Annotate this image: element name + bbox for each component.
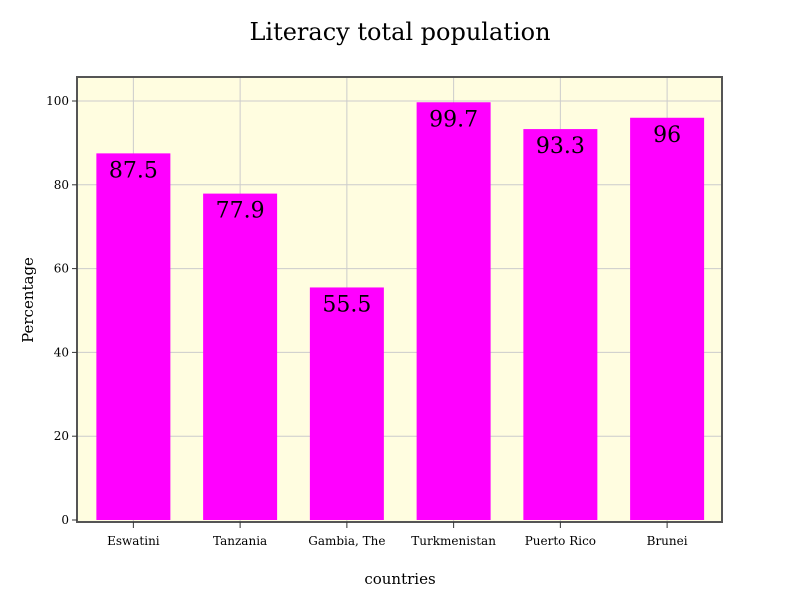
bar: [203, 193, 278, 520]
plot-area: [77, 77, 722, 522]
y-tick-label: 20: [54, 429, 69, 443]
x-tick-label: Tanzania: [213, 534, 267, 548]
y-tick-label: 0: [61, 513, 69, 527]
bar-value-label: 77.9: [216, 199, 265, 224]
x-tick-label: Turkmenistan: [411, 534, 496, 548]
x-axis: Eswatini Tanzania Gambia, The Turkmenistan P…: [107, 522, 688, 548]
y-tick-label: 40: [54, 345, 69, 359]
bar-value-label: 96: [653, 123, 681, 148]
y-tick-label: 80: [54, 178, 69, 192]
bar-value-label: 87.5: [109, 158, 158, 183]
x-tick-label: Eswatini: [107, 534, 160, 548]
bar-value-label: 55.5: [322, 292, 371, 317]
y-axis: 0 20 40 60 80 100: [46, 94, 77, 527]
bar-value-label: 93.3: [536, 134, 585, 159]
bar: [630, 117, 705, 520]
bar: [96, 153, 171, 520]
bar-value-label: 99.7: [429, 107, 478, 132]
x-tick-label: Brunei: [647, 534, 688, 548]
bar: [523, 129, 598, 520]
bar: [416, 102, 491, 520]
bars: [96, 102, 705, 520]
x-axis-title: countries: [364, 570, 435, 588]
y-axis-title: Percentage: [19, 257, 37, 343]
data-labels: 87.5 77.9 55.5 99.7 93.3 96: [109, 107, 681, 317]
y-tick-label: 60: [54, 262, 69, 276]
plot-frame: [76, 76, 723, 523]
chart-title: Literacy total population: [249, 18, 550, 46]
x-tick-label: Puerto Rico: [525, 534, 596, 548]
y-tick-label: 100: [46, 94, 69, 108]
x-tick-label: Gambia, The: [308, 534, 385, 548]
bar: [309, 287, 384, 520]
